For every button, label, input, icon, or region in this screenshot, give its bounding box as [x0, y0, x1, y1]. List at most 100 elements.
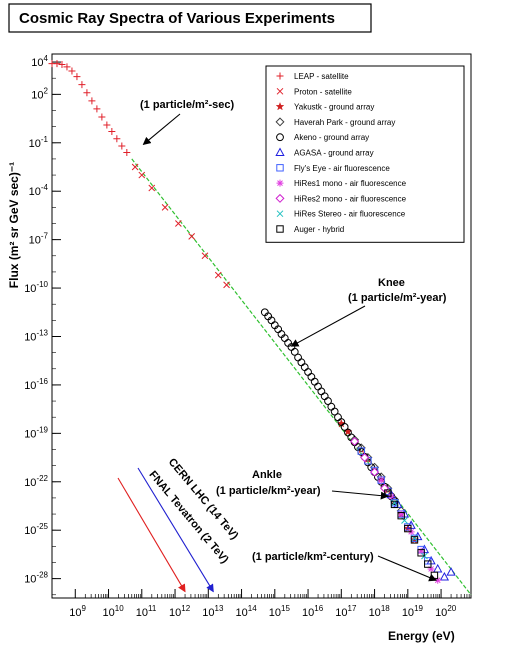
data-point-s1-5	[188, 233, 196, 240]
legend-marker-5	[275, 147, 285, 156]
data-point-s7-4	[417, 547, 425, 555]
legend-marker-3	[275, 117, 285, 127]
data-point-s1-4	[175, 220, 182, 227]
legend-entry-3: Haverah Park - ground array	[294, 118, 395, 127]
data-point-s0-4	[68, 67, 76, 75]
data-point-s10-2	[397, 511, 405, 520]
x-tick-label-5: 1014	[236, 604, 258, 619]
y-tick-label-5: 10-10	[24, 280, 48, 295]
legend-entry-2: Yakustk - ground array	[294, 103, 374, 112]
legend-entry-8: HiRes2 mono - air fluorescence	[294, 194, 407, 203]
data-point-s1-8	[223, 281, 230, 289]
data-point-s1-7	[214, 271, 222, 279]
annotation-knee-title: Knee	[378, 277, 405, 289]
data-point-s0-7	[83, 89, 91, 97]
title-box	[8, 3, 372, 33]
x-axis-label: Energy (eV)	[388, 629, 455, 643]
legend-entry-6: Fly's Eye - air fluorescence	[294, 164, 390, 173]
x-tick-label-0: 109	[69, 604, 86, 619]
legend-marker-2	[275, 102, 285, 111]
data-point-s5-8	[439, 571, 450, 581]
x-tick-label-8: 1017	[335, 604, 357, 619]
arrow-ankle	[331, 490, 389, 500]
y-tick-label-8: 10-19	[24, 425, 48, 440]
data-point-s4-21	[330, 407, 339, 416]
data-point-s1-6	[201, 252, 209, 260]
legend-marker-1	[276, 87, 284, 95]
data-point-s0-15	[123, 148, 131, 156]
x-tick-label-10: 1019	[402, 604, 424, 619]
legend-entry-9: HiRes Stereo - air fluorescence	[294, 210, 406, 219]
y-tick-label-9: 10-22	[24, 474, 48, 489]
x-tick-label-11: 1020	[435, 604, 457, 619]
data-point-s10-5	[417, 549, 425, 557]
data-point-s6-0	[357, 447, 365, 455]
data-point-s0-5	[73, 73, 81, 81]
annotation-knee-detail: (1 particle/m²-year)	[348, 292, 447, 304]
y-tick-label-6: 10-13	[24, 328, 48, 343]
annotation-ankle-detail: (1 particle/km²-year)	[216, 485, 321, 497]
y-axis-label: Flux (m² sr GeV sec)⁻¹	[7, 162, 21, 288]
arrow-lhc	[137, 467, 214, 593]
legend-marker-6	[276, 164, 284, 172]
legend-marker-0	[276, 72, 284, 80]
data-point-s0-2	[58, 60, 66, 68]
legend-entry-1: Proton - satellite	[294, 87, 352, 96]
data-point-s0-12	[108, 127, 116, 135]
fit-line-layer	[131, 158, 472, 596]
data-point-s0-3	[63, 63, 71, 71]
data-point-s0-13	[113, 135, 121, 143]
data-point-s1-1	[138, 171, 146, 179]
legend: LEAP - satellite Proton - satellite Yakust…	[265, 65, 465, 243]
legend-entry-4: Akeno - ground array	[294, 133, 369, 142]
data-point-s7-5	[427, 565, 435, 573]
data-point-s0-11	[103, 121, 111, 129]
y-tick-label-2: 10-1	[29, 135, 49, 150]
data-point-s5-9	[446, 567, 456, 576]
fit-line	[131, 158, 472, 596]
x-tick-label-4: 1013	[202, 604, 224, 619]
data-point-s4-19	[324, 397, 332, 405]
y-tick-label-11: 10-28	[24, 571, 48, 586]
arrow-century	[377, 555, 438, 582]
data-point-s1-0	[131, 163, 139, 171]
legend-entry-5: AGASA - ground array	[294, 149, 374, 158]
data-point-s10-3	[404, 524, 412, 533]
data-point-s4-24	[340, 422, 349, 431]
legend-marker-4	[276, 133, 284, 142]
data-point-s8-2	[370, 467, 380, 477]
series-10	[384, 489, 439, 580]
data-point-s4-9	[290, 347, 299, 356]
x-tick-label-3: 1012	[169, 604, 191, 619]
y-tick-label-7: 10-16	[24, 377, 48, 392]
data-point-s0-14	[118, 142, 126, 150]
data-point-s7-2	[397, 510, 405, 518]
data-point-s7-6	[434, 576, 442, 584]
y-tick-label-0: 104	[31, 54, 48, 69]
x-tick-label-9: 1018	[369, 604, 391, 619]
data-point-s7-0	[377, 476, 385, 484]
legend-marker-10	[276, 225, 284, 233]
legend-marker-7	[276, 179, 284, 187]
y-tick-label-10: 10-25	[24, 522, 48, 537]
data-point-s10-6	[424, 560, 432, 568]
y-tick-label-3: 10-4	[29, 183, 49, 198]
y-tick-label-4: 10-7	[29, 232, 49, 247]
annotation-century: (1 particle/km²-century)	[252, 551, 374, 563]
data-point-s0-6	[78, 81, 86, 89]
series-8	[350, 436, 390, 493]
data-point-s8-0	[350, 436, 360, 446]
data-layer	[48, 60, 456, 584]
axis-ticks: 109 1010 1011 1012 1013 1014 1015 1016 1017 1018 1…	[24, 54, 470, 619]
legend-entry-0: LEAP - satellite	[294, 72, 349, 81]
data-point-s0-8	[88, 97, 96, 105]
data-point-s0-9	[93, 105, 101, 113]
annotation-particle-sec: (1 particle/m²-sec)	[140, 99, 234, 111]
arrow-particle-sec	[142, 113, 181, 146]
arrow-knee	[290, 305, 366, 347]
data-point-s10-1	[390, 500, 399, 509]
legend-marker-9	[276, 210, 284, 218]
series-1	[131, 163, 230, 289]
x-tick-label-6: 1015	[269, 604, 291, 619]
